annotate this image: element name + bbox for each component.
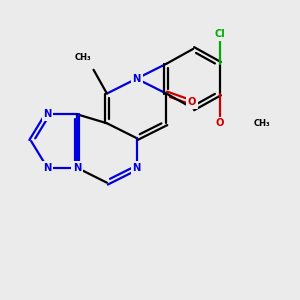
Text: N: N xyxy=(43,109,52,119)
Text: O: O xyxy=(216,118,224,128)
Text: CH₃: CH₃ xyxy=(254,119,271,128)
Text: N: N xyxy=(132,163,141,173)
Text: Cl: Cl xyxy=(214,29,225,39)
Text: O: O xyxy=(188,98,196,107)
Text: N: N xyxy=(73,163,81,173)
Text: CH₃: CH₃ xyxy=(75,53,92,62)
Text: N: N xyxy=(43,163,52,173)
Text: N: N xyxy=(132,74,141,84)
